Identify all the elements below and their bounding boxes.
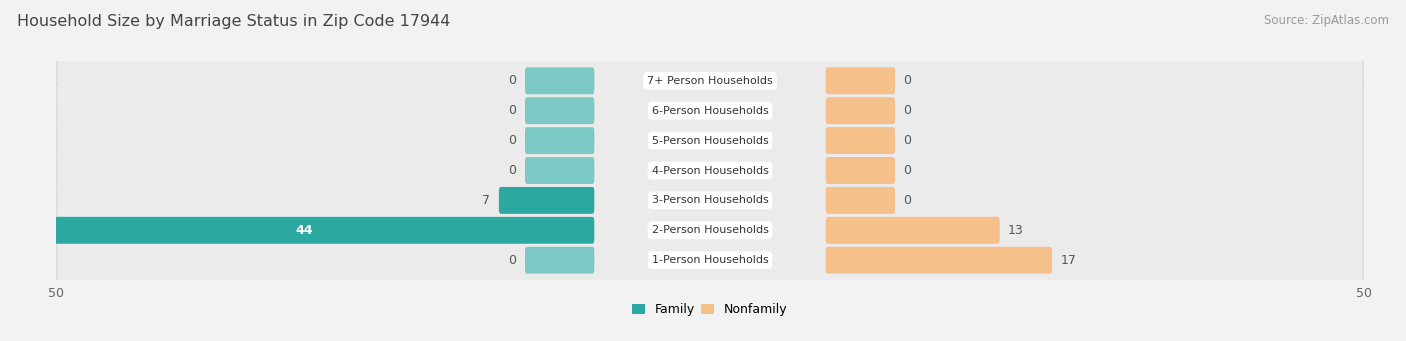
FancyBboxPatch shape bbox=[52, 203, 1368, 257]
Text: 0: 0 bbox=[509, 104, 516, 117]
FancyBboxPatch shape bbox=[58, 90, 1362, 131]
Text: 4-Person Households: 4-Person Households bbox=[651, 165, 769, 176]
FancyBboxPatch shape bbox=[52, 144, 1368, 197]
Text: 6-Person Households: 6-Person Households bbox=[651, 106, 769, 116]
FancyBboxPatch shape bbox=[58, 60, 1362, 101]
FancyBboxPatch shape bbox=[524, 157, 595, 184]
Text: 7+ Person Households: 7+ Person Households bbox=[647, 76, 773, 86]
FancyBboxPatch shape bbox=[825, 157, 896, 184]
Legend: Family, Nonfamily: Family, Nonfamily bbox=[627, 298, 793, 321]
Text: 2-Person Households: 2-Person Households bbox=[651, 225, 769, 235]
Text: 0: 0 bbox=[509, 254, 516, 267]
Text: 0: 0 bbox=[904, 104, 911, 117]
FancyBboxPatch shape bbox=[58, 210, 1362, 251]
Text: 0: 0 bbox=[904, 194, 911, 207]
FancyBboxPatch shape bbox=[15, 217, 595, 244]
FancyBboxPatch shape bbox=[58, 240, 1362, 281]
Text: Source: ZipAtlas.com: Source: ZipAtlas.com bbox=[1264, 14, 1389, 27]
Text: 0: 0 bbox=[904, 74, 911, 87]
FancyBboxPatch shape bbox=[825, 68, 896, 94]
FancyBboxPatch shape bbox=[52, 54, 1368, 108]
FancyBboxPatch shape bbox=[825, 187, 896, 214]
Text: 7: 7 bbox=[482, 194, 491, 207]
FancyBboxPatch shape bbox=[524, 68, 595, 94]
FancyBboxPatch shape bbox=[524, 97, 595, 124]
FancyBboxPatch shape bbox=[825, 217, 1000, 244]
FancyBboxPatch shape bbox=[825, 247, 1052, 273]
Text: 1-Person Households: 1-Person Households bbox=[651, 255, 769, 265]
FancyBboxPatch shape bbox=[524, 127, 595, 154]
FancyBboxPatch shape bbox=[825, 127, 896, 154]
Text: 0: 0 bbox=[509, 74, 516, 87]
Text: 17: 17 bbox=[1060, 254, 1077, 267]
Text: 0: 0 bbox=[509, 134, 516, 147]
FancyBboxPatch shape bbox=[52, 84, 1368, 138]
Text: 3-Person Households: 3-Person Households bbox=[651, 195, 769, 205]
FancyBboxPatch shape bbox=[52, 114, 1368, 167]
FancyBboxPatch shape bbox=[499, 187, 595, 214]
FancyBboxPatch shape bbox=[825, 97, 896, 124]
FancyBboxPatch shape bbox=[58, 150, 1362, 191]
FancyBboxPatch shape bbox=[52, 233, 1368, 287]
FancyBboxPatch shape bbox=[524, 247, 595, 273]
Text: Household Size by Marriage Status in Zip Code 17944: Household Size by Marriage Status in Zip… bbox=[17, 14, 450, 29]
Text: 0: 0 bbox=[509, 164, 516, 177]
FancyBboxPatch shape bbox=[58, 180, 1362, 221]
Text: 0: 0 bbox=[904, 134, 911, 147]
Text: 0: 0 bbox=[904, 164, 911, 177]
Text: 44: 44 bbox=[295, 224, 314, 237]
Text: 13: 13 bbox=[1008, 224, 1024, 237]
Text: 5-Person Households: 5-Person Households bbox=[651, 136, 769, 146]
FancyBboxPatch shape bbox=[58, 120, 1362, 161]
FancyBboxPatch shape bbox=[52, 174, 1368, 227]
